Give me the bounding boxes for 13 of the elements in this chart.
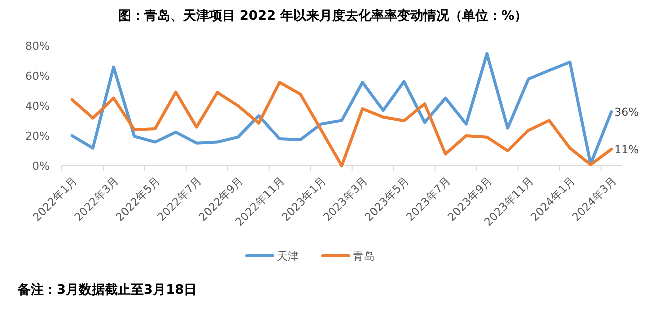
- text: 备注：3月数据截止至3月18日: [17, 282, 198, 298]
- legend-label: 天津: [277, 250, 299, 263]
- line-series: [70, 52, 614, 166]
- y-tick-label: 0%: [32, 160, 50, 173]
- legend-label: 青岛: [353, 250, 375, 263]
- data-label: 36%: [614, 106, 640, 119]
- y-tick-label: 20%: [26, 130, 50, 143]
- line-series: [70, 81, 614, 168]
- y-tick-label: 60%: [26, 70, 50, 83]
- y-tick-label: 40%: [26, 100, 50, 113]
- y-tick-label: 80%: [26, 40, 50, 53]
- chart-title: 图：青岛、天津项目 2022 年以来月度去化率率变动情况（单位：%）: [118, 8, 528, 24]
- data-label: 11%: [614, 144, 640, 156]
